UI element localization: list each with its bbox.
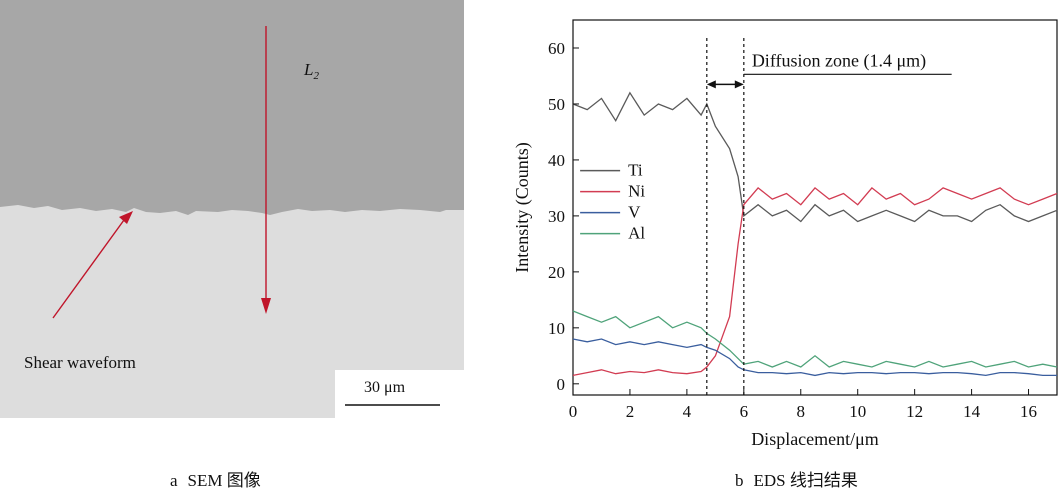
- series-line-al: [572, 310, 1058, 368]
- caption-a-letter: a: [170, 471, 178, 490]
- y-tick-label: 30: [548, 207, 565, 226]
- caption-a-text: SEM 图像: [187, 471, 261, 490]
- x-tick-label: 12: [906, 402, 923, 421]
- eds-chart: Diffusion zone (1.4 μm) 0 2 4 6 8 10 12 14 16 0 10…: [512, 19, 1058, 449]
- shear-waveform-arrow: [52, 219, 125, 319]
- x-tick-label: 10: [849, 402, 866, 421]
- y-axis-label: Intensity (Counts): [512, 142, 533, 273]
- x-tick-label: 2: [626, 402, 635, 421]
- caption-b: b EDS 线扫结果: [735, 466, 858, 491]
- y-tick-label: 0: [557, 375, 566, 394]
- legend: Ti Ni V Al: [580, 161, 645, 243]
- shear-waveform-arrowhead: [119, 211, 133, 224]
- axes-layer: 0 2 4 6 8 10 12 14 16 0 10 20 30 40 50 60 Displacement/μ…: [512, 39, 1037, 449]
- scale-bar-box: [335, 370, 464, 418]
- series-line-ti: [572, 91, 1058, 223]
- series-line-v: [572, 338, 1057, 377]
- diffusion-arrow-left-head: [706, 80, 716, 89]
- x-tick-label: 8: [797, 402, 806, 421]
- series-line-ni: [572, 187, 1058, 377]
- scale-bar-label: 30 μm: [364, 379, 406, 396]
- x-tick-label: 4: [683, 402, 692, 421]
- sem-image: L2 Shear waveform 30 μm: [0, 0, 464, 418]
- x-tick-label: 16: [1020, 402, 1037, 421]
- diffusion-arrow-right-head: [734, 80, 744, 89]
- x-tick-label: 0: [569, 402, 578, 421]
- caption-a: a SEM 图像: [170, 466, 261, 491]
- legend-label-ni: Ni: [628, 182, 645, 201]
- x-axis-label: Displacement/μm: [751, 429, 879, 449]
- shear-waveform-label: Shear waveform: [24, 353, 136, 372]
- diffusion-zone-label: Diffusion zone (1.4 μm): [752, 50, 926, 71]
- sem-upper-region: [0, 0, 464, 215]
- y-tick-label: 20: [548, 263, 565, 282]
- scan-line-label: L2: [303, 60, 319, 82]
- caption-b-text: EDS 线扫结果: [753, 471, 858, 490]
- annotation-layer: Diffusion zone (1.4 μm): [706, 36, 952, 395]
- plot-frame: [572, 19, 1058, 396]
- y-tick-label: 50: [548, 95, 565, 114]
- y-tick-label: 10: [548, 319, 565, 338]
- x-tick-label: 14: [963, 402, 981, 421]
- legend-label-ti: Ti: [628, 161, 643, 180]
- y-tick-label: 40: [548, 151, 565, 170]
- x-tick-label: 6: [740, 402, 749, 421]
- caption-b-letter: b: [735, 471, 744, 490]
- series-layer: [572, 91, 1058, 377]
- legend-label-al: Al: [628, 224, 645, 243]
- scan-line-arrowhead: [261, 298, 271, 314]
- plot-border: [572, 19, 1058, 396]
- y-tick-label: 60: [548, 39, 565, 58]
- legend-label-v: V: [628, 203, 641, 222]
